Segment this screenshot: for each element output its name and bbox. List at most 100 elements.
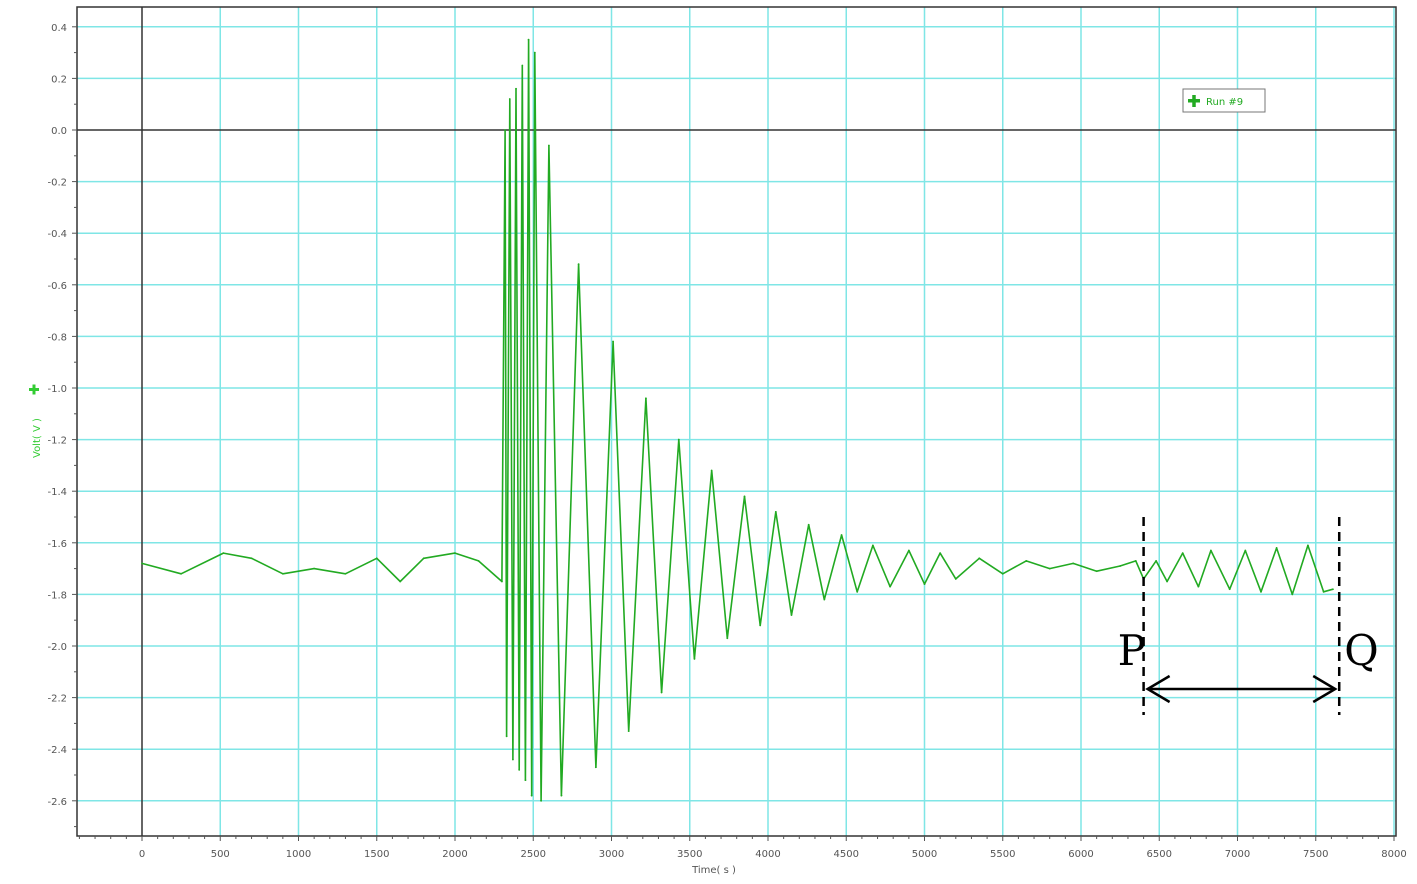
series-point: [180, 572, 183, 575]
x-tick-label: 2000: [442, 849, 467, 860]
series-point: [344, 572, 347, 575]
x-tick-label: 2500: [521, 849, 546, 860]
y-axis-label-group: Volt( V ): [29, 384, 43, 458]
annotation-q-label: Q: [1344, 626, 1378, 675]
series-point: [823, 598, 826, 601]
series-point: [454, 552, 456, 555]
x-tick-label: 4500: [834, 849, 859, 860]
series-point: [422, 557, 425, 560]
y-tick-label: -2.0: [47, 642, 67, 653]
series-point: [1155, 559, 1158, 562]
series-point: [512, 758, 514, 761]
series-point: [954, 578, 957, 580]
pq-arrow-left-head: [1145, 674, 1171, 704]
series-point: [530, 794, 533, 797]
series-point: [645, 397, 647, 400]
series-point: [141, 562, 143, 565]
series-point: [1166, 580, 1168, 583]
legend-plus-icon: [1188, 95, 1200, 107]
x-tick-label: 1000: [286, 849, 311, 860]
series-point: [1260, 590, 1262, 593]
series-point: [1119, 565, 1122, 567]
series-point: [1332, 588, 1334, 591]
series-point: [504, 129, 506, 131]
series-point: [477, 559, 480, 562]
series-point: [222, 552, 225, 555]
series-point: [375, 557, 378, 560]
series-point: [281, 572, 284, 575]
series-point: [1244, 549, 1247, 552]
series-point: [505, 735, 508, 738]
y-tick-label: -0.2: [47, 178, 67, 189]
series-point: [612, 340, 614, 343]
x-tick-label: 5500: [990, 849, 1015, 860]
series-point: [1228, 588, 1231, 591]
series-layer: [141, 38, 1334, 802]
series-point: [313, 567, 316, 570]
series-point: [1001, 572, 1004, 575]
series-point: [759, 624, 762, 627]
x-tick-label: 500: [211, 849, 230, 860]
series-point: [1322, 590, 1325, 593]
series-point: [1197, 585, 1200, 588]
series-point: [923, 583, 926, 585]
series-point: [1275, 547, 1278, 549]
series-point: [560, 794, 563, 797]
series-point: [527, 38, 530, 41]
series-point: [627, 730, 630, 733]
series-point: [1307, 544, 1309, 547]
series-point: [1209, 549, 1212, 552]
series-point: [840, 534, 843, 536]
series-point: [978, 557, 981, 560]
x-tick-label: 6000: [1068, 849, 1093, 860]
y-tick-label: -1.6: [47, 539, 67, 550]
x-tick-label: 6500: [1147, 849, 1172, 860]
x-tick-label: 0: [139, 849, 145, 860]
y-tick-label: -2.2: [47, 694, 67, 705]
series-point: [399, 580, 402, 583]
x-tick-label: 5000: [912, 849, 937, 860]
y-tick-label: -2.6: [47, 797, 67, 808]
y-tick-label: -0.4: [47, 229, 67, 240]
legend-series-label: Run #9: [1206, 97, 1243, 108]
series-point: [594, 766, 597, 769]
series-point: [533, 51, 536, 54]
x-tick-label: 7500: [1303, 849, 1328, 860]
x-tick-label: 4000: [755, 849, 780, 860]
series-point: [790, 614, 793, 616]
series-point: [515, 87, 517, 90]
legend[interactable]: Run #9: [1182, 88, 1266, 113]
series-point: [807, 523, 810, 526]
x-tick-label: 1500: [364, 849, 389, 860]
series-point: [1134, 559, 1137, 562]
series-point: [250, 557, 253, 560]
series-point: [743, 495, 746, 498]
series-point: [1072, 562, 1075, 565]
series-point: [577, 263, 580, 266]
series-point: [508, 98, 511, 100]
series-point: [889, 585, 891, 588]
y-tick-label: 0.4: [51, 23, 67, 34]
series-point: [548, 144, 550, 147]
y-tick-label: -1.8: [47, 590, 67, 601]
y-tick-label: 0.0: [51, 126, 67, 137]
series-point: [677, 438, 680, 441]
y-tick-label: -1.4: [47, 487, 67, 498]
series-point: [660, 691, 663, 694]
series-point: [521, 64, 524, 67]
y-tick-label: -0.6: [47, 281, 67, 292]
y-axis-plus-icon: [29, 384, 39, 395]
x-tick-label: 8000: [1381, 849, 1406, 860]
series-point: [524, 779, 527, 782]
series-point: [1048, 567, 1051, 570]
series-point: [1025, 559, 1028, 562]
x-tick-label: 3000: [599, 849, 624, 860]
series-point: [871, 544, 874, 547]
axes-layer: 0 500 1000 1500 2000 2500 3000 3500 4000 4500 5000…: [47, 6, 1407, 860]
annotation-p-label: P: [1118, 626, 1146, 675]
series-point: [710, 469, 713, 472]
y-axis-label: Volt( V ): [32, 418, 43, 458]
